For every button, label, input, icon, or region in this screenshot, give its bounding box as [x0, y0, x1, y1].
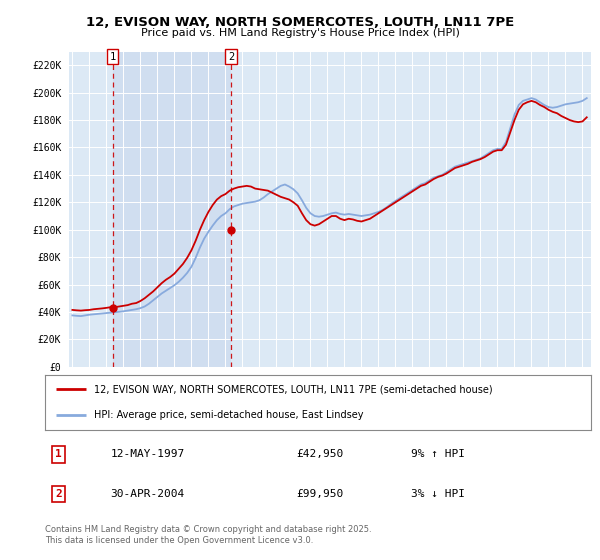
Text: 12, EVISON WAY, NORTH SOMERCOTES, LOUTH, LN11 7PE: 12, EVISON WAY, NORTH SOMERCOTES, LOUTH,…	[86, 16, 514, 29]
Text: 12-MAY-1997: 12-MAY-1997	[110, 449, 185, 459]
Text: 30-APR-2004: 30-APR-2004	[110, 489, 185, 499]
Text: Contains HM Land Registry data © Crown copyright and database right 2025.
This d: Contains HM Land Registry data © Crown c…	[45, 525, 371, 545]
Text: 9% ↑ HPI: 9% ↑ HPI	[411, 449, 465, 459]
Text: £99,950: £99,950	[296, 489, 343, 499]
Text: 2: 2	[228, 52, 234, 62]
Text: 12, EVISON WAY, NORTH SOMERCOTES, LOUTH, LN11 7PE (semi-detached house): 12, EVISON WAY, NORTH SOMERCOTES, LOUTH,…	[94, 385, 493, 394]
Text: 1: 1	[109, 52, 116, 62]
Text: HPI: Average price, semi-detached house, East Lindsey: HPI: Average price, semi-detached house,…	[94, 410, 364, 419]
Text: 2: 2	[55, 489, 62, 499]
Text: Price paid vs. HM Land Registry's House Price Index (HPI): Price paid vs. HM Land Registry's House …	[140, 28, 460, 38]
Bar	[113, 52, 231, 367]
Text: £42,950: £42,950	[296, 449, 343, 459]
Text: 3% ↓ HPI: 3% ↓ HPI	[411, 489, 465, 499]
Text: 1: 1	[55, 449, 62, 459]
